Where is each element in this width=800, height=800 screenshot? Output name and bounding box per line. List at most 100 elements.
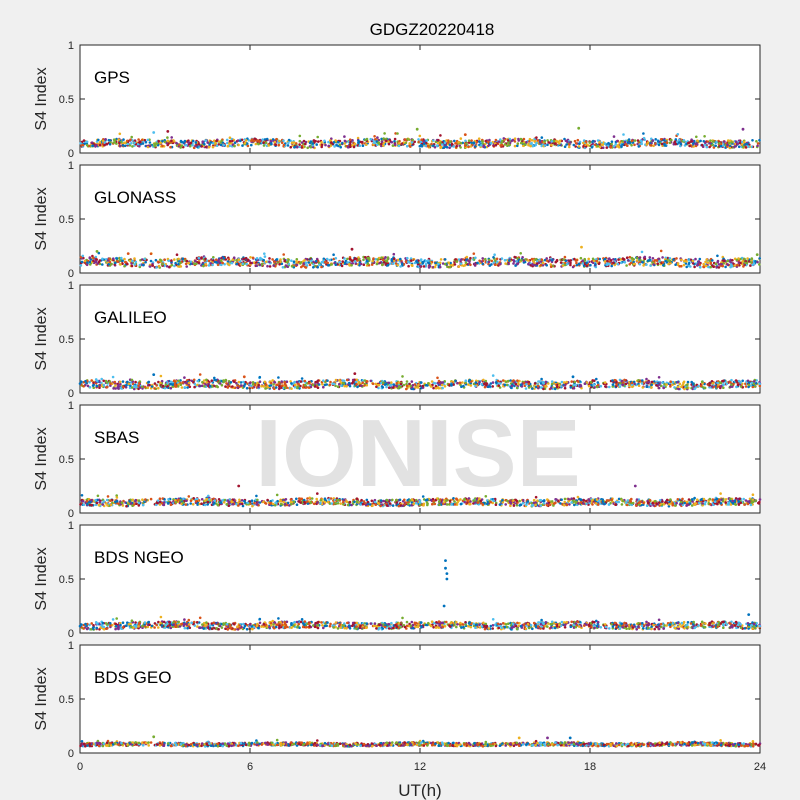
data-point (434, 386, 438, 390)
data-point (405, 387, 408, 391)
data-point (382, 144, 385, 147)
data-point (470, 141, 473, 144)
data-point (404, 138, 407, 141)
data-point (303, 379, 307, 383)
data-point (316, 265, 320, 269)
data-point (672, 142, 676, 146)
data-point (480, 144, 483, 147)
data-point (422, 265, 426, 268)
data-point (298, 387, 301, 390)
data-point (674, 263, 677, 267)
data-point (275, 258, 279, 261)
data-point (300, 146, 304, 149)
data-point (508, 259, 511, 262)
y-axis-label: S4 Index (33, 67, 50, 130)
data-point (353, 257, 357, 260)
data-point (251, 383, 255, 386)
data-point (346, 257, 349, 261)
data-point (295, 380, 299, 384)
data-point (428, 262, 431, 265)
data-point (249, 261, 253, 265)
data-point (365, 143, 368, 146)
data-point (179, 139, 183, 143)
data-point (328, 258, 332, 262)
data-point (612, 135, 616, 138)
data-point (676, 133, 680, 136)
data-point (564, 259, 568, 263)
data-point (130, 264, 134, 268)
data-point (638, 262, 642, 266)
data-point (326, 261, 330, 265)
data-point (726, 263, 729, 266)
data-point (329, 380, 332, 384)
data-point (273, 140, 277, 144)
data-point (312, 266, 315, 269)
data-point (406, 137, 409, 141)
data-point (668, 141, 672, 145)
data-point (612, 258, 615, 261)
data-point (450, 384, 453, 387)
data-point (610, 264, 613, 268)
data-point (739, 261, 742, 265)
data-point (563, 137, 566, 141)
data-point (487, 260, 491, 264)
data-point (130, 135, 133, 139)
data-point (380, 263, 384, 267)
data-point (641, 386, 645, 389)
data-point (758, 498, 762, 501)
data-point (289, 145, 293, 149)
data-point (216, 385, 219, 389)
data-point (558, 139, 562, 143)
data-point (752, 262, 756, 265)
data-point (338, 260, 342, 264)
data-point (372, 141, 376, 145)
data-point (461, 381, 464, 384)
data-point (517, 383, 520, 386)
data-point (401, 375, 404, 378)
data-point (468, 378, 472, 382)
data-point (563, 386, 567, 390)
data-point (164, 383, 168, 387)
data-point (637, 145, 641, 148)
data-point (333, 145, 336, 148)
data-point (430, 380, 434, 383)
data-point (491, 381, 495, 384)
data-point (203, 142, 206, 146)
data-point (362, 263, 366, 267)
data-point (153, 387, 156, 390)
data-point (650, 137, 653, 141)
data-point (159, 141, 162, 145)
data-point (273, 260, 276, 264)
data-point (708, 381, 711, 385)
data-point (491, 385, 495, 388)
data-point (704, 143, 707, 146)
data-point (155, 266, 158, 269)
data-point (304, 266, 308, 269)
data-point (134, 380, 137, 384)
data-point (237, 143, 240, 147)
data-point (285, 265, 288, 268)
data-point (303, 383, 307, 387)
data-point (527, 143, 530, 146)
data-point (448, 143, 452, 146)
data-point (657, 386, 661, 390)
data-point (404, 260, 408, 264)
data-point (715, 266, 718, 269)
data-point (198, 373, 202, 376)
data-point (285, 380, 289, 384)
data-point (451, 264, 455, 267)
data-point (381, 386, 385, 389)
data-point (369, 137, 373, 141)
data-point (243, 383, 247, 386)
data-point (297, 382, 301, 386)
data-point (300, 377, 304, 380)
data-point (188, 144, 192, 148)
data-point (670, 138, 673, 142)
data-point (591, 140, 594, 144)
data-point (738, 264, 741, 267)
data-point (741, 145, 745, 148)
data-point (191, 139, 195, 143)
data-point (606, 259, 609, 263)
data-point (332, 257, 336, 261)
data-point (118, 144, 122, 148)
